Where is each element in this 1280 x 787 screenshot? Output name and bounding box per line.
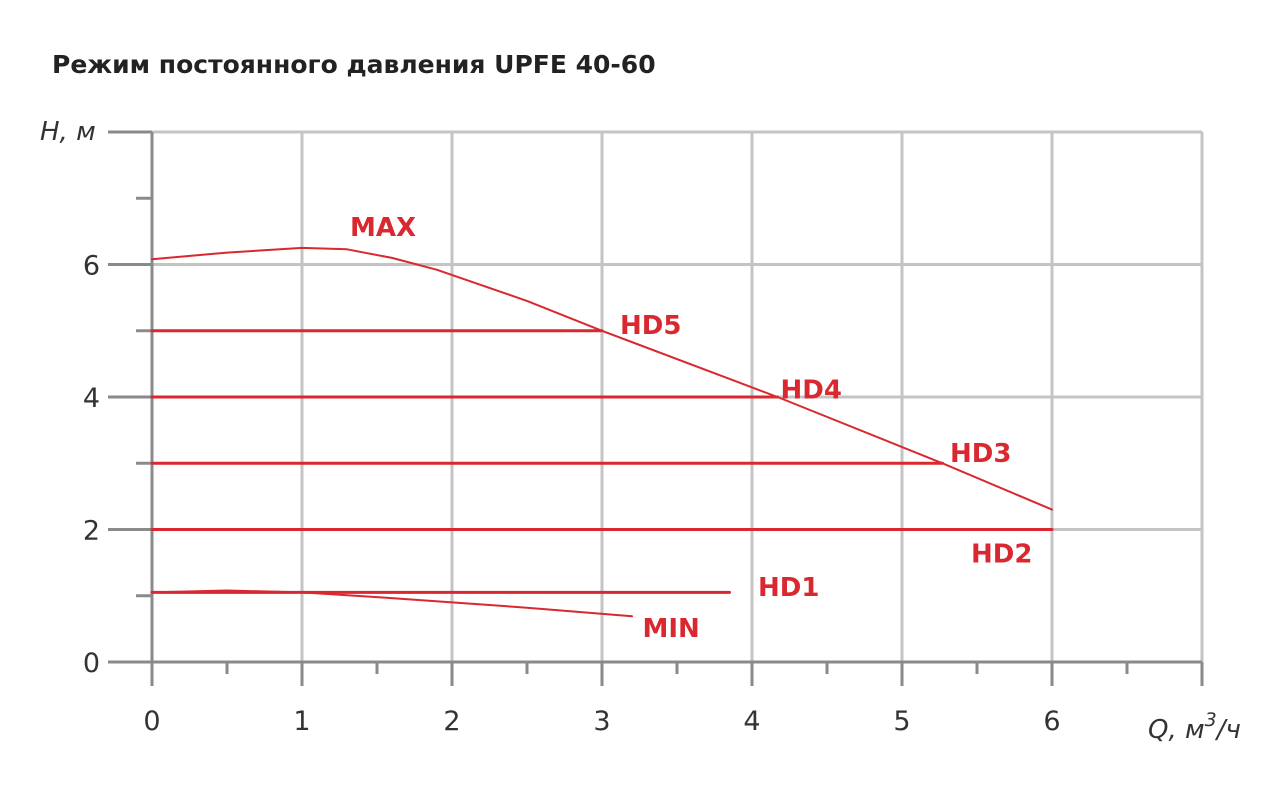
series-line-max <box>151 246 1053 511</box>
series-lines <box>150 246 1054 618</box>
curve-label-min: MIN <box>643 614 700 644</box>
x-tick-label-1: 1 <box>293 706 310 737</box>
x-tick-label-2: 2 <box>443 706 460 737</box>
curve-label-hd3: HD3 <box>950 439 1011 469</box>
curve-label-hd2: HD2 <box>971 540 1032 570</box>
series-line-min <box>151 589 633 618</box>
x-tick-label-0: 0 <box>143 706 160 737</box>
curve-label-hd5: HD5 <box>620 311 681 341</box>
curve-label-hd4: HD4 <box>781 375 842 405</box>
y-tick-label-2: 2 <box>83 516 100 547</box>
y-tick-label-6: 6 <box>83 251 100 282</box>
x-axis-label-main: Q, м <box>1148 715 1205 745</box>
x-axis-label-tail: /ч <box>1215 715 1241 745</box>
x-tick-label-6: 6 <box>1043 706 1060 737</box>
curve-labels: MAX HD5 HD4 HD3 HD2 HD1 MIN <box>350 213 1032 644</box>
x-axis-label: Q, м3/ч <box>1148 709 1241 745</box>
x-tick-label-4: 4 <box>743 706 760 737</box>
x-tick-label-5: 5 <box>893 706 910 737</box>
chart-title: Режим постоянного давления UPFE 40-60 <box>52 50 656 79</box>
x-tick-label-3: 3 <box>593 706 610 737</box>
y-axis-label: H, м <box>40 117 96 147</box>
curve-label-hd1: HD1 <box>758 573 819 603</box>
curve-label-max: MAX <box>350 213 416 243</box>
y-tick-label-4: 4 <box>83 383 100 414</box>
x-axis-label-sup: 3 <box>1205 709 1217 731</box>
axes: 0 2 4 6 0 1 2 3 4 5 6 <box>83 130 1204 737</box>
y-tick-label-0: 0 <box>83 648 100 679</box>
